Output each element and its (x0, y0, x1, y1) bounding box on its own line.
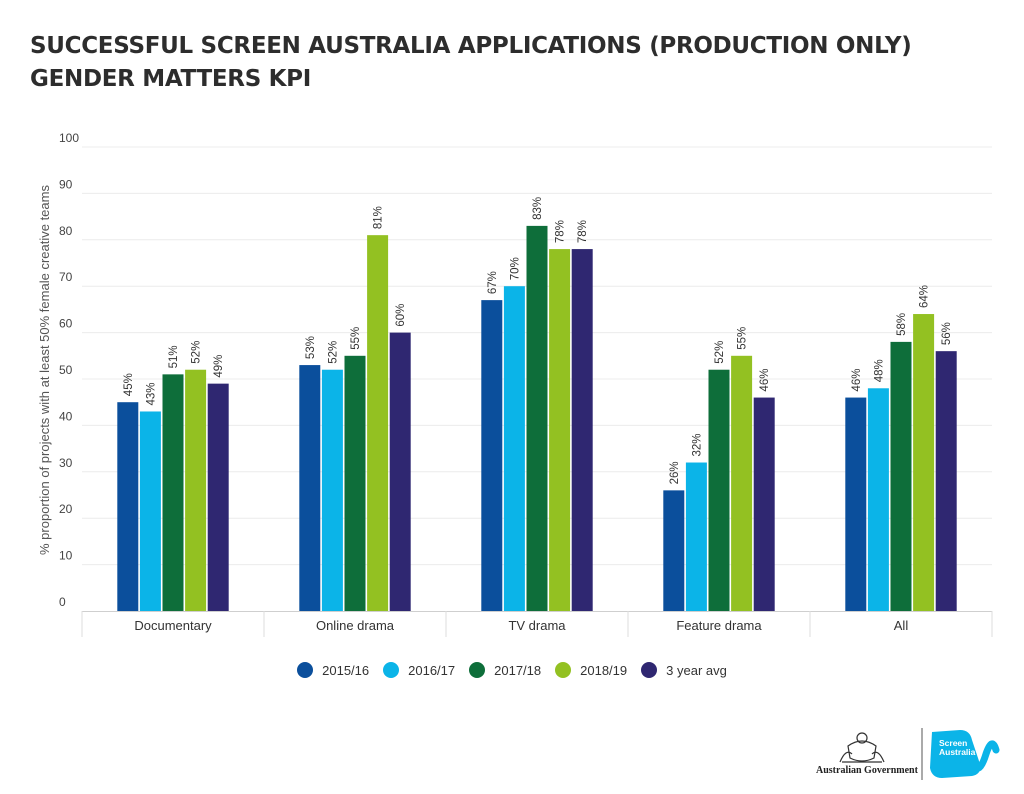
y-tick-label: 10 (59, 549, 73, 563)
x-tick-label: TV drama (508, 618, 566, 633)
y-axis-label: % proportion of projects with at least 5… (37, 185, 52, 555)
legend-label: 2018/19 (580, 662, 628, 678)
bar (321, 369, 343, 611)
bar (344, 355, 366, 611)
screen-australia-logo-text: Screen Australia (939, 739, 975, 757)
data-label: 78% (577, 220, 589, 243)
data-label: 64% (919, 285, 931, 308)
legend-label: 3 year avg (666, 662, 727, 678)
legend-item: 2016/17 (383, 662, 455, 678)
bar (139, 411, 161, 611)
y-tick-label: 50 (59, 363, 73, 377)
data-label: 55% (737, 327, 749, 350)
x-tick-label: Online drama (316, 618, 395, 633)
y-tick-label: 100 (59, 131, 79, 145)
y-tick-label: 40 (59, 409, 73, 423)
bar (299, 365, 321, 611)
data-label: 52% (327, 341, 339, 364)
data-labels: 45% 53% 67% 26% 46% 43% 52% 70% 32% 48% 51% 55% 83% 5… (123, 197, 953, 485)
bar (367, 235, 389, 611)
legend-swatch (555, 662, 572, 678)
bar (185, 369, 207, 611)
data-label: 52% (191, 341, 203, 364)
legend-item: 2015/16 (297, 662, 369, 678)
y-tick-label: 60 (59, 317, 73, 331)
bar (845, 397, 867, 611)
legend-item: 2018/19 (555, 662, 627, 678)
legend-item: 2017/18 (469, 662, 541, 678)
data-label: 67% (487, 271, 499, 294)
legend-label: 2016/17 (408, 662, 456, 678)
legend-swatch (383, 662, 400, 678)
data-label: 78% (555, 220, 567, 243)
bar-chart: 0 10 20 30 40 50 60 70 80 90 100 % proportion of p… (37, 131, 993, 637)
y-tick-label: 80 (59, 224, 73, 238)
bar (935, 351, 957, 611)
data-label: 51% (168, 345, 180, 368)
data-label: 83% (532, 197, 544, 220)
bar (162, 374, 184, 611)
y-tick-label: 90 (59, 177, 73, 191)
data-label: 55% (350, 327, 362, 350)
data-label: 81% (373, 206, 385, 229)
data-label: 46% (851, 369, 863, 392)
bar (526, 225, 548, 611)
data-label: 52% (714, 341, 726, 364)
chart-title: SUCCESSFUL SCREEN AUSTRALIA APPLICATIONS… (30, 30, 912, 96)
data-label: 46% (759, 369, 771, 392)
y-tick-label: 30 (59, 456, 73, 470)
y-axis-ticks: 0 10 20 30 40 50 60 70 80 90 100 (59, 131, 79, 609)
bar (663, 490, 685, 611)
bar (867, 388, 889, 611)
logos: Australian Government Screen Australia (810, 724, 1000, 782)
data-label: 48% (873, 359, 885, 382)
bar (753, 397, 775, 611)
legend: 2015/16 2016/17 2017/18 2018/19 3 year avg (0, 662, 1024, 678)
government-logo-text: Australian Government (816, 765, 918, 776)
chart-title-line-1: SUCCESSFUL SCREEN AUSTRALIA APPLICATIONS… (30, 33, 912, 59)
data-label: 53% (305, 336, 317, 359)
bar (481, 300, 503, 611)
y-tick-label: 70 (59, 270, 73, 284)
bar (708, 369, 730, 611)
bar (731, 355, 753, 611)
bar (571, 249, 593, 611)
data-label: 26% (669, 461, 681, 484)
x-tick-label: All (894, 618, 909, 633)
coat-of-arms-icon (839, 732, 885, 763)
bar (913, 314, 935, 611)
y-tick-label: 20 (59, 502, 73, 516)
data-label: 45% (123, 373, 135, 396)
legend-swatch (469, 662, 486, 678)
data-label: 43% (145, 382, 157, 405)
bars (117, 225, 957, 611)
data-label: 70% (509, 257, 521, 280)
screen-australia-logo-icon (930, 730, 1000, 778)
logo-graphics (839, 728, 1000, 780)
data-label: 49% (213, 355, 225, 378)
brand-line-2: Australia (939, 747, 976, 757)
bar (685, 462, 707, 611)
bar (207, 383, 229, 611)
data-label: 58% (896, 313, 908, 336)
bar (890, 341, 912, 611)
y-tick-label: 0 (59, 595, 66, 609)
bar (549, 249, 571, 611)
data-label: 32% (691, 433, 703, 456)
legend-swatch (641, 662, 658, 678)
legend-label: 2015/16 (322, 662, 370, 678)
x-tick-label: Feature drama (676, 618, 762, 633)
bar (117, 402, 139, 611)
legend-swatch (297, 662, 314, 678)
legend-item: 3 year avg (641, 662, 727, 678)
chart-title-line-2: GENDER MATTERS KPI (30, 66, 311, 92)
data-label: 60% (395, 304, 407, 327)
x-tick-label: Documentary (134, 618, 212, 633)
bar (503, 286, 525, 611)
x-axis: Documentary Online drama TV drama Feature d… (81, 611, 993, 637)
data-label: 56% (941, 322, 953, 345)
brand-line-1: Screen (939, 738, 968, 748)
bar (389, 332, 411, 611)
legend-label: 2017/18 (494, 662, 542, 678)
